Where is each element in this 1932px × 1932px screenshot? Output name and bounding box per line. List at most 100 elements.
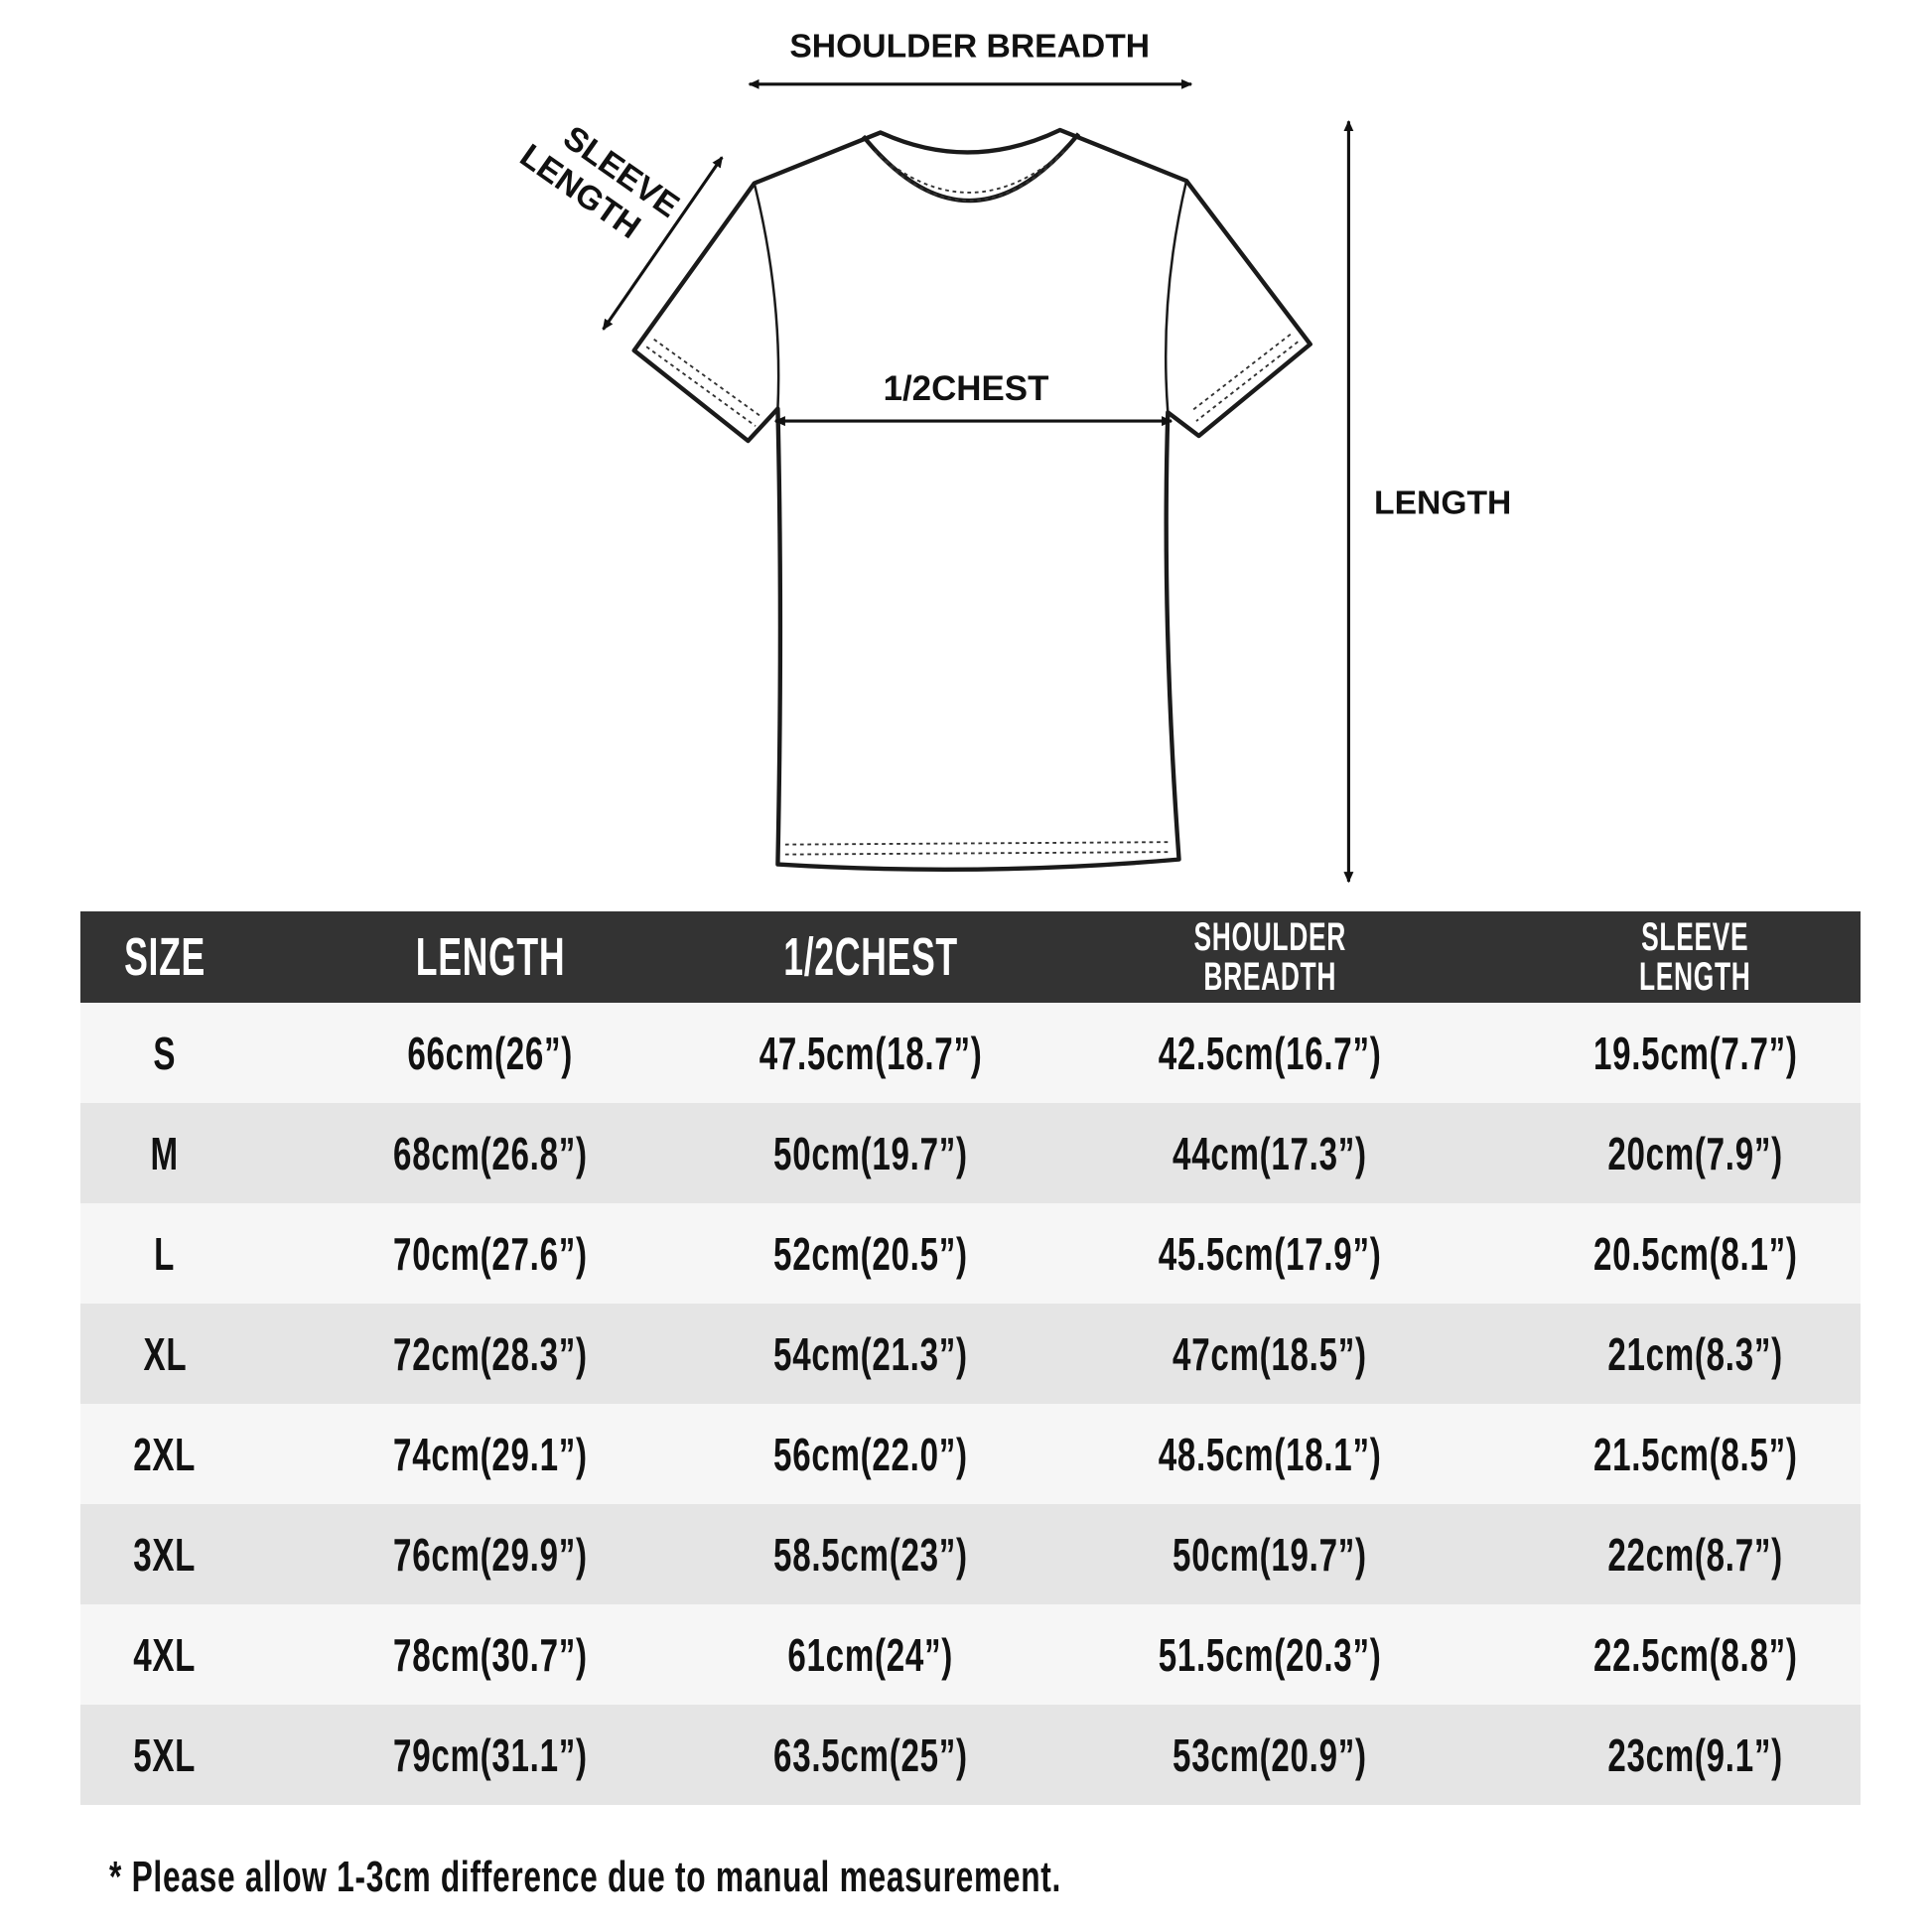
table-cell: 20.5cm(8.1”) xyxy=(1530,1227,1861,1281)
table-cell: 66cm(26”) xyxy=(249,1027,732,1080)
size-chart-table: SIZE LENGTH 1/2CHEST SHOULDER BREADTH SLE… xyxy=(80,911,1861,1805)
header-shoulder: SHOULDER BREADTH xyxy=(1010,917,1530,997)
cell-value: 48.5cm(18.1”) xyxy=(1158,1428,1382,1480)
cell-value: 19.5cm(7.7”) xyxy=(1592,1027,1798,1079)
table-cell: 21cm(8.3”) xyxy=(1530,1327,1861,1381)
cell-value: L xyxy=(154,1227,176,1280)
table-cell: XL xyxy=(80,1327,249,1381)
cell-value: 79cm(31.1”) xyxy=(393,1728,588,1781)
table-cell: 52cm(20.5”) xyxy=(732,1227,1010,1281)
table-cell: 58.5cm(23”) xyxy=(732,1528,1010,1582)
cell-value: 47.5cm(18.7”) xyxy=(759,1027,983,1079)
cell-value: 51.5cm(20.3”) xyxy=(1158,1628,1382,1681)
table-cell: 2XL xyxy=(80,1428,249,1481)
cell-value: 74cm(29.1”) xyxy=(393,1428,588,1480)
header-line1: SLEEVE xyxy=(1641,915,1749,959)
cell-value: 3XL xyxy=(133,1528,197,1581)
cell-value: 63.5cm(25”) xyxy=(773,1728,968,1781)
cell-value: 47cm(18.5”) xyxy=(1173,1327,1367,1380)
table-cell: 44cm(17.3”) xyxy=(1010,1127,1530,1180)
table-cell: 79cm(31.1”) xyxy=(249,1728,732,1782)
table-cell: 21.5cm(8.5”) xyxy=(1530,1428,1861,1481)
cell-value: 44cm(17.3”) xyxy=(1173,1127,1367,1179)
table-cell: 54cm(21.3”) xyxy=(732,1327,1010,1381)
table-row: 5XL 79cm(31.1”) 63.5cm(25”) 53cm(20.9”) 23cm… xyxy=(80,1705,1861,1805)
cell-value: 53cm(20.9”) xyxy=(1173,1728,1367,1781)
cell-value: 76cm(29.9”) xyxy=(393,1528,588,1581)
header-label: SLEEVE LENGTH xyxy=(1639,917,1750,997)
cell-value: 22.5cm(8.8”) xyxy=(1592,1628,1798,1681)
header-chest: 1/2CHEST xyxy=(732,926,1010,988)
table-cell: 76cm(29.9”) xyxy=(249,1528,732,1582)
table-cell: L xyxy=(80,1227,249,1281)
table-row: M 68cm(26.8”) 50cm(19.7”) 44cm(17.3”) 20cm(7… xyxy=(80,1103,1861,1203)
table-row: 3XL 76cm(29.9”) 58.5cm(23”) 50cm(19.7”) 22cm… xyxy=(80,1504,1861,1604)
cell-value: 50cm(19.7”) xyxy=(773,1127,968,1179)
cell-value: S xyxy=(153,1027,177,1079)
cell-value: 54cm(21.3”) xyxy=(773,1327,968,1380)
tshirt-measurement-diagram: SHOULDER BREADTH SLEEVE LENGTH 1/2CHEST … xyxy=(513,28,1511,884)
table-cell: 4XL xyxy=(80,1628,249,1682)
cell-value: 4XL xyxy=(133,1628,197,1681)
cell-value: 21.5cm(8.5”) xyxy=(1592,1428,1798,1480)
cell-value: 68cm(26.8”) xyxy=(393,1127,588,1179)
cell-value: 2XL xyxy=(133,1428,197,1480)
header-line2: BREADTH xyxy=(1203,955,1336,999)
cell-value: 52cm(20.5”) xyxy=(773,1227,968,1280)
cell-value: 20cm(7.9”) xyxy=(1607,1127,1783,1179)
cell-value: 66cm(26”) xyxy=(407,1027,574,1079)
table-cell: 56cm(22.0”) xyxy=(732,1428,1010,1481)
header-label: SIZE xyxy=(124,927,206,987)
sleeve-arrow xyxy=(602,156,724,331)
table-cell: 50cm(19.7”) xyxy=(1010,1528,1530,1582)
table-cell: 72cm(28.3”) xyxy=(249,1327,732,1381)
cell-value: 56cm(22.0”) xyxy=(773,1428,968,1480)
header-label: LENGTH xyxy=(415,927,566,987)
cell-value: 23cm(9.1”) xyxy=(1607,1728,1783,1781)
header-line1: SHOULDER xyxy=(1193,915,1346,959)
cell-value: 21cm(8.3”) xyxy=(1607,1327,1783,1380)
table-cell: 5XL xyxy=(80,1728,249,1782)
table-cell: 78cm(30.7”) xyxy=(249,1628,732,1682)
table-row: 2XL 74cm(29.1”) 56cm(22.0”) 48.5cm(18.1”) 21… xyxy=(80,1404,1861,1504)
table-cell: 42.5cm(16.7”) xyxy=(1010,1027,1530,1080)
table-row: XL 72cm(28.3”) 54cm(21.3”) 47cm(18.5”) 21cm(… xyxy=(80,1304,1861,1404)
cell-value: M xyxy=(150,1127,180,1179)
table-cell: 45.5cm(17.9”) xyxy=(1010,1227,1530,1281)
cell-value: 61cm(24”) xyxy=(787,1628,954,1681)
table-cell: 47cm(18.5”) xyxy=(1010,1327,1530,1381)
header-label: 1/2CHEST xyxy=(783,927,958,987)
table-cell: 19.5cm(7.7”) xyxy=(1530,1027,1861,1080)
shoulder-breadth-label: SHOULDER BREADTH xyxy=(789,28,1150,65)
chest-label: 1/2CHEST xyxy=(884,369,1049,408)
cell-value: 45.5cm(17.9”) xyxy=(1158,1227,1382,1280)
measurement-arrows xyxy=(602,78,1354,884)
table-cell: 22cm(8.7”) xyxy=(1530,1528,1861,1582)
table-cell: 50cm(19.7”) xyxy=(732,1127,1010,1180)
cell-value: 5XL xyxy=(133,1728,197,1781)
table-cell: 70cm(27.6”) xyxy=(249,1227,732,1281)
stitch-lines xyxy=(645,147,1299,856)
table-cell: 22.5cm(8.8”) xyxy=(1530,1628,1861,1682)
table-cell: 20cm(7.9”) xyxy=(1530,1127,1861,1180)
footnote-text: * Please allow 1-3cm difference due to m… xyxy=(109,1853,1062,1901)
table-cell: 51.5cm(20.3”) xyxy=(1010,1628,1530,1682)
header-length: LENGTH xyxy=(249,926,732,988)
cell-value: 72cm(28.3”) xyxy=(393,1327,588,1380)
header-sleeve: SLEEVE LENGTH xyxy=(1530,917,1861,997)
table-row: S 66cm(26”) 47.5cm(18.7”) 42.5cm(16.7”) 19.5… xyxy=(80,1003,1861,1103)
header-size: SIZE xyxy=(80,926,249,988)
cell-value: XL xyxy=(143,1327,187,1380)
table-cell: 23cm(9.1”) xyxy=(1530,1728,1861,1782)
cell-value: 70cm(27.6”) xyxy=(393,1227,588,1280)
cell-value: 20.5cm(8.1”) xyxy=(1592,1227,1798,1280)
header-line2: LENGTH xyxy=(1639,955,1751,999)
table-cell: M xyxy=(80,1127,249,1180)
table-cell: S xyxy=(80,1027,249,1080)
cell-value: 42.5cm(16.7”) xyxy=(1158,1027,1382,1079)
cell-value: 50cm(19.7”) xyxy=(1173,1528,1367,1581)
table-cell: 3XL xyxy=(80,1528,249,1582)
table-cell: 63.5cm(25”) xyxy=(732,1728,1010,1782)
table-header: SIZE LENGTH 1/2CHEST SHOULDER BREADTH SLE… xyxy=(80,911,1861,1003)
table-row: L 70cm(27.6”) 52cm(20.5”) 45.5cm(17.9”) 20.5… xyxy=(80,1203,1861,1304)
